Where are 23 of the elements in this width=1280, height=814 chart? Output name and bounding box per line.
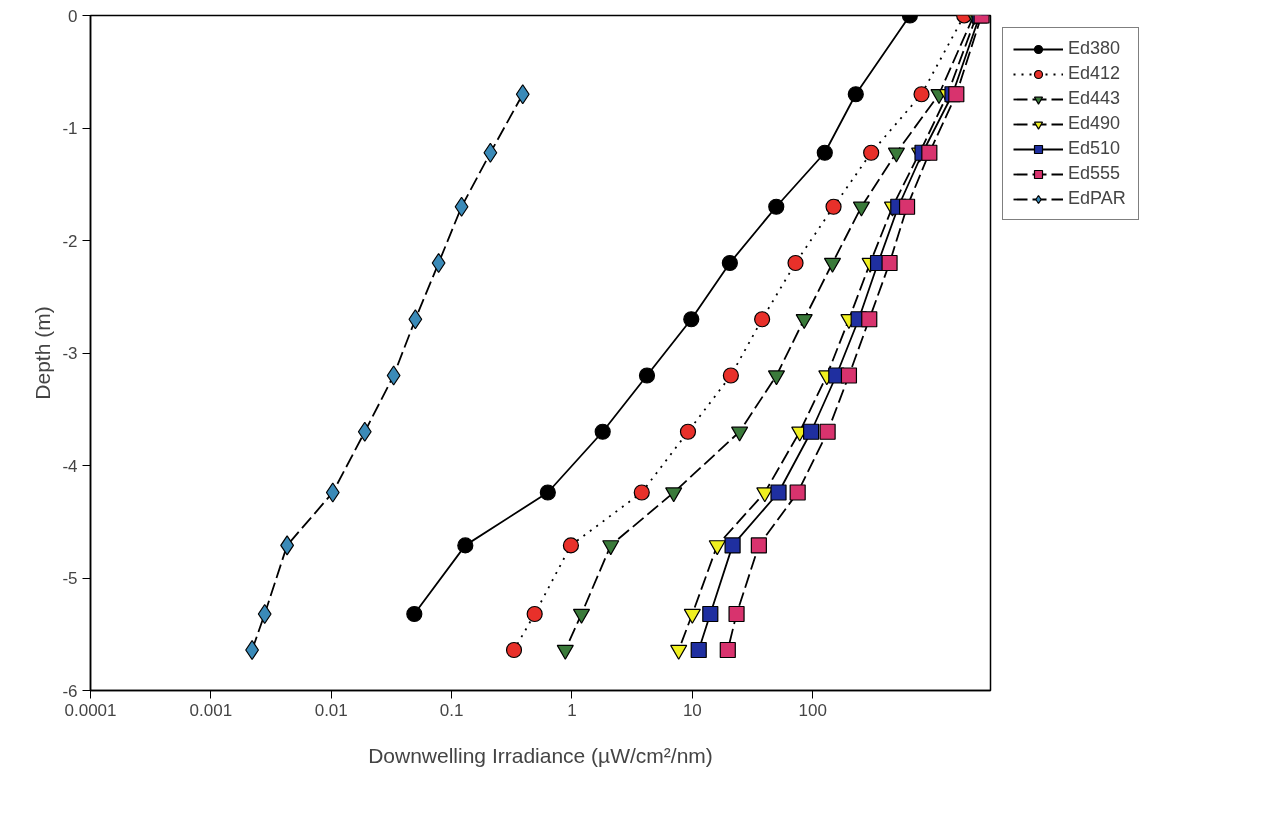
x-tick-label: 0.001: [189, 700, 233, 720]
x-tick-label: 1: [567, 700, 577, 720]
y-tick-label: -2: [62, 231, 78, 251]
x-tick-label: 0.0001: [64, 700, 117, 720]
x-tick-label: 10: [682, 700, 702, 720]
legend-label: Ed555: [1068, 163, 1122, 184]
x-tick-label: 100: [798, 700, 827, 720]
legend-label: Ed510: [1068, 138, 1122, 159]
legend-label: Ed490: [1068, 113, 1122, 134]
y-tick-label: -6: [62, 681, 78, 701]
x-tick-label: 0.1: [439, 700, 464, 720]
y-tick-label: -5: [62, 569, 78, 588]
legend-label: EdPAR: [1068, 188, 1127, 209]
legend-label: Ed380: [1068, 38, 1122, 59]
y-tick-label: -3: [62, 344, 78, 363]
x-tick-label: 0.01: [314, 700, 348, 720]
y-axis-title: Depth (m): [31, 306, 55, 400]
y-tick-label: -4: [62, 456, 78, 476]
y-tick-label: -1: [62, 119, 78, 138]
legend-label: Ed443: [1068, 88, 1122, 109]
x-axis-title: Downwelling Irradiance (µW/cm²/nm): [368, 743, 713, 767]
legend-label: Ed412: [1068, 63, 1122, 84]
y-tick-label: 0: [68, 6, 78, 26]
